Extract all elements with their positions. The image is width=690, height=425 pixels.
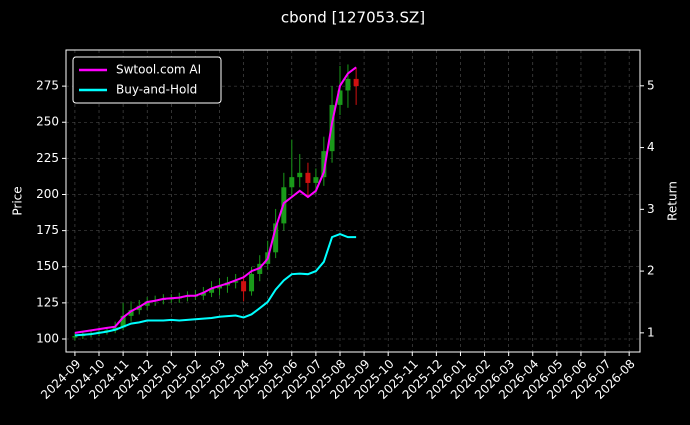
candle-body [241, 281, 247, 292]
y-tick-label: 175 [36, 223, 59, 237]
y2-tick-label: 1 [647, 325, 655, 339]
candle-body [313, 177, 319, 183]
legend-label: Buy-and-Hold [116, 83, 197, 97]
candle-body [128, 310, 134, 316]
y2-axis-label: Return [666, 181, 680, 221]
candle-body [217, 285, 223, 289]
y-tick-label: 125 [36, 295, 59, 309]
candle-body [120, 315, 126, 328]
line-series [74, 66, 357, 334]
y-tick-label: 250 [36, 115, 59, 129]
y-axis-label: Price [11, 186, 25, 215]
legend-box [72, 56, 222, 104]
candle-body [337, 90, 343, 105]
candle-body [345, 78, 351, 91]
candle-body [209, 288, 215, 293]
candle-body [249, 273, 255, 292]
candle-body [233, 281, 239, 283]
y2-tick-label: 2 [647, 264, 655, 278]
plot-frame [65, 49, 641, 353]
candle-body [305, 172, 311, 183]
y-tick-label: 225 [36, 151, 59, 165]
candle-body [144, 301, 150, 306]
y2-tick-label: 3 [647, 202, 655, 216]
y-tick-label: 200 [36, 187, 59, 201]
y-tick-label: 100 [36, 331, 59, 345]
candle-body [273, 223, 279, 253]
candle-body [200, 292, 206, 296]
line-series [74, 232, 357, 337]
candle-body [72, 336, 78, 338]
legend-label: Swtool.com AI [116, 63, 201, 77]
y-tick-label: 275 [36, 79, 59, 93]
legend: Swtool.com AI Buy-and-Hold [72, 56, 222, 104]
candle-body [353, 78, 359, 87]
y2-tick-label: 5 [647, 78, 655, 92]
y-tick-label: 150 [36, 259, 59, 273]
candle-body [297, 172, 303, 178]
chart-title: cbond [127053.SZ] [281, 9, 425, 27]
candle-body [321, 151, 327, 178]
y2-tick-label: 4 [647, 140, 655, 154]
candle-body [289, 177, 295, 188]
